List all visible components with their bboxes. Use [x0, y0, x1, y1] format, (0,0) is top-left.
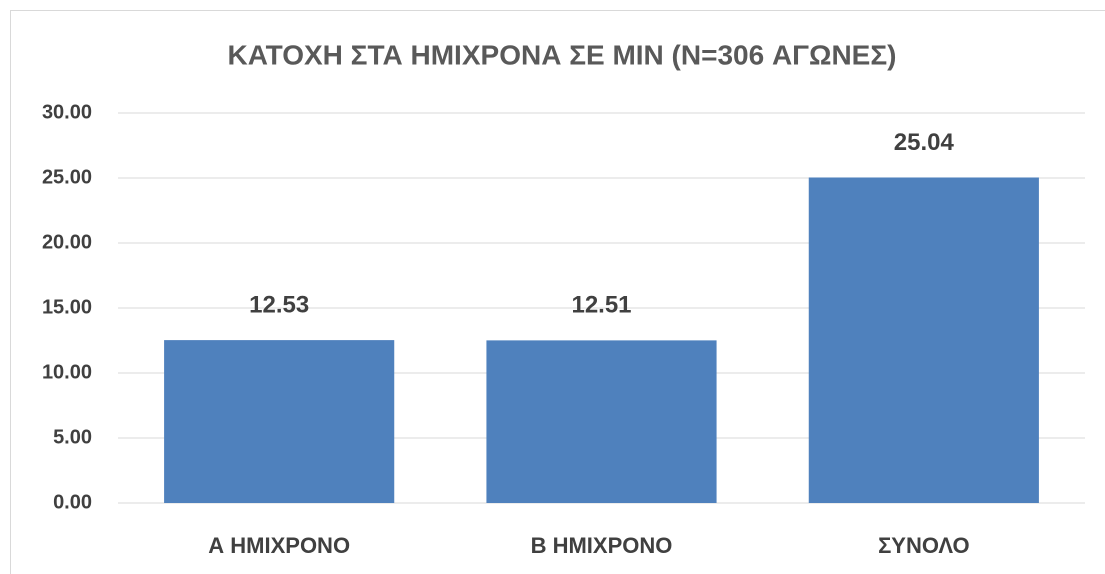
chart-title: ΚΑΤΟΧΗ ΣΤΑ ΗΜΙΧΡΟΝΑ ΣΕ MIN (N=306 ΑΓΩΝΕΣ… — [228, 39, 897, 70]
y-tick-label: 5.00 — [53, 426, 92, 448]
y-tick-label: 20.00 — [42, 231, 92, 253]
x-tick-label: ΣΥΝΟΛΟ — [878, 533, 969, 558]
data-label: 12.51 — [571, 292, 631, 319]
y-tick-label: 30.00 — [42, 101, 92, 123]
data-label: 25.04 — [894, 129, 955, 156]
bar — [486, 340, 717, 503]
x-tick-label: Β ΗΜΙΧΡΟΝΟ — [531, 533, 673, 558]
data-label: 12.53 — [249, 291, 309, 318]
y-tick-label: 0.00 — [53, 491, 92, 513]
y-tick-label: 10.00 — [42, 361, 92, 383]
y-tick-label: 15.00 — [42, 296, 92, 318]
x-tick-label: Α ΗΜΙΧΡΟΝΟ — [208, 533, 350, 558]
y-tick-label: 25.00 — [42, 166, 92, 188]
bar — [164, 340, 395, 503]
bar — [808, 177, 1039, 504]
